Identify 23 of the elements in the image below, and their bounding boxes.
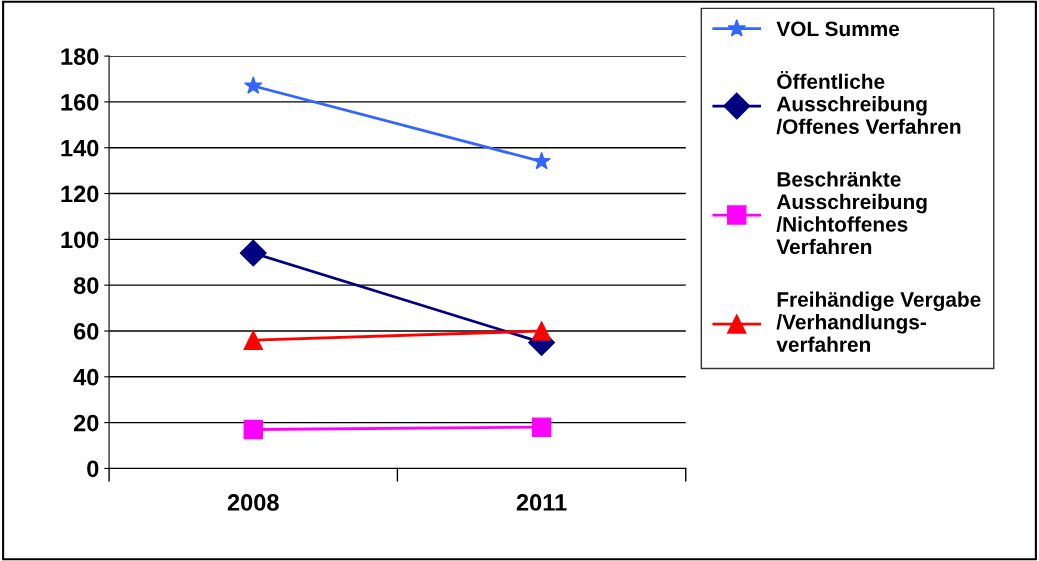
point: [243, 76, 263, 94]
point: [243, 419, 263, 440]
x-tick-label: 2008: [227, 494, 279, 511]
point: [532, 151, 551, 170]
legend-label: Beschränkte Ausschreibung /Nichtoffenes Verfahren: [776, 171, 927, 255]
y-tick-label: 40: [73, 368, 99, 386]
point: [531, 417, 552, 437]
point: [239, 239, 267, 267]
y-tick-label: 180: [61, 48, 99, 65]
y-tick-label: 60: [73, 323, 99, 340]
point: [531, 321, 552, 341]
y-tick-label: 100: [61, 231, 99, 249]
y-tick-label: 20: [73, 414, 99, 432]
y-tick-label: 140: [61, 139, 99, 157]
y-tick-label: 120: [61, 185, 99, 203]
y-tick-label: 0: [87, 460, 99, 478]
legend-label: Freihändige Vergabe /Verhandlungs-verfahren: [776, 291, 981, 352]
point: [243, 330, 263, 350]
y-tick-label: 160: [61, 93, 99, 111]
legend-label: VOL Summe: [776, 21, 900, 37]
legend-label: Öffentliche Ausschreibung /Offenes Verfahren: [776, 70, 961, 135]
x-tick-label: 2011: [516, 494, 567, 511]
y-tick-label: 80: [73, 277, 99, 294]
